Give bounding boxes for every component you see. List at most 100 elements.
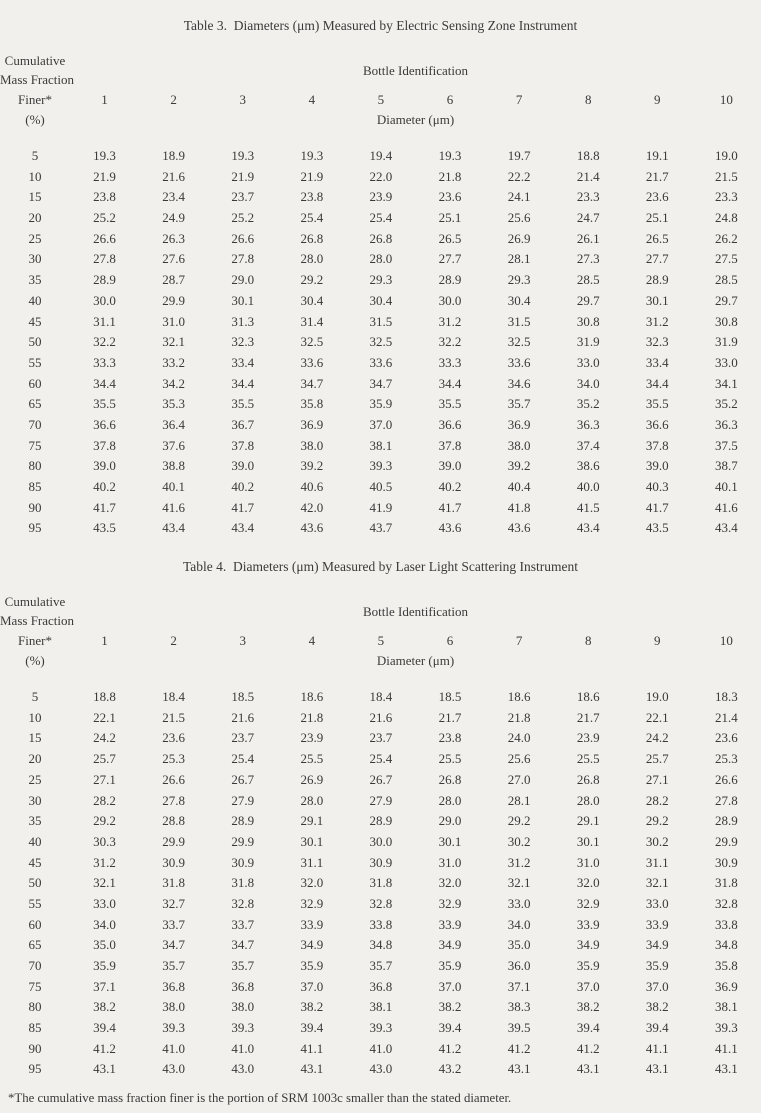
diameter-value: 18.9 (162, 148, 186, 163)
table-row: 65 35.0 34.7 34.7 34.9 34.8 34.9 35.0 34.9 34.9 34… (0, 935, 761, 956)
diameter-value: 31.4 (300, 313, 324, 329)
diameter-value: 29.3 (507, 272, 531, 288)
table-row: 55 33.0 32.7 32.8 32.9 32.8 32.9 33.0 32.9 33.0 32… (0, 894, 761, 915)
table4-section: Table 4. Diameters (μm) Measured by Lase… (0, 539, 761, 1080)
diameter-value: 28.9 (93, 272, 116, 288)
diameter-value: 28.2 (93, 792, 116, 808)
footnote: *The cumulative mass fraction finer is t… (8, 1091, 512, 1106)
diameter-value: 26.6 (162, 771, 186, 787)
diameter-value: 26.3 (162, 230, 186, 246)
diameter-value: 40.1 (162, 479, 186, 494)
mass-fraction-pct: 15 (28, 730, 42, 746)
diameter-value: 27.1 (93, 771, 116, 787)
diameter-value: 25.7 (93, 751, 116, 767)
diameter-value: 37.8 (93, 437, 116, 453)
diameter-value: 19.7 (507, 148, 531, 163)
diameter-value: 43.1 (93, 1061, 116, 1077)
table-row: 15 24.2 23.6 23.7 23.9 23.7 23.8 24.0 23.9 24.2 23… (0, 728, 761, 749)
bottle-col-10: 10 (719, 92, 733, 107)
diameter-value: 27.0 (507, 771, 531, 787)
bottle-col-7: 7 (515, 633, 523, 649)
diameter-value: 35.9 (369, 396, 393, 412)
diameter-value: 21.7 (438, 709, 462, 725)
diameter-value: 28.5 (576, 272, 600, 288)
diameter-value: 31.2 (645, 313, 669, 329)
diameter-value: 33.0 (645, 895, 669, 911)
diameter-value: 30.9 (715, 854, 738, 870)
mass-fraction-pct: 95 (28, 1061, 42, 1077)
diameter-value: 38.2 (93, 999, 116, 1015)
diameter-value: 40.2 (231, 479, 255, 494)
diameter-value: 30.8 (576, 313, 600, 329)
diameter-value: 23.8 (438, 730, 462, 746)
diameter-value: 21.7 (645, 168, 669, 184)
diameter-value: 27.8 (231, 251, 255, 267)
diameter-value: 38.3 (507, 999, 531, 1015)
diameter-value: 29.0 (438, 813, 462, 829)
diameter-value: 40.4 (507, 479, 531, 494)
diameter-value: 29.3 (369, 272, 393, 288)
mass-fraction-pct: 80 (28, 458, 42, 474)
diameter-value: 25.5 (300, 751, 324, 767)
diameter-value: 22.1 (645, 709, 669, 725)
diameter-value: 37.0 (369, 416, 393, 432)
diameter-value: 43.6 (438, 520, 462, 536)
diameter-value: 23.6 (438, 189, 462, 205)
bottle-col-5: 5 (377, 92, 385, 107)
diameter-value: 25.2 (231, 210, 255, 226)
diameter-value: 32.5 (300, 334, 324, 350)
table-row: 80 38.2 38.0 38.0 38.2 38.1 38.2 38.3 38.2 38.2 38… (0, 997, 761, 1018)
diameter-value: 35.9 (438, 958, 462, 973)
diameter-value: 25.2 (93, 210, 116, 226)
bottle-col-8: 8 (584, 92, 592, 107)
bottle-col-3: 3 (239, 633, 246, 649)
diameter-value: 33.0 (507, 895, 531, 911)
diameter-value: 26.6 (715, 771, 738, 787)
diameter-value: 39.0 (93, 458, 116, 474)
diameter-value: 33.6 (300, 354, 324, 370)
table-row: 35 29.2 28.8 28.9 29.1 28.9 29.0 29.2 29.1 29.2 28… (0, 811, 761, 832)
diameter-value: 43.0 (369, 1061, 393, 1077)
diameter-value: 30.2 (645, 833, 669, 849)
diameter-value: 34.8 (715, 937, 738, 953)
diameter-value: 34.7 (162, 937, 186, 953)
diameter-value: 34.6 (507, 375, 531, 391)
diameter-value: 30.9 (369, 854, 393, 870)
row-header-line-1: Cumulative (4, 53, 66, 68)
diameter-value: 39.4 (576, 1020, 600, 1036)
diameter-value: 41.1 (300, 1040, 324, 1056)
diameter-value: 29.2 (645, 813, 669, 829)
diameter-value: 18.6 (507, 689, 531, 705)
mass-fraction-pct: 40 (28, 292, 42, 308)
diameter-value: 38.2 (300, 999, 324, 1015)
diameter-value: 18.5 (231, 689, 255, 705)
row-header-line-3: Finer* (18, 92, 52, 107)
diameter-value: 31.5 (507, 313, 531, 329)
diameter-value: 27.8 (162, 792, 186, 808)
diameter-value: 23.3 (715, 189, 738, 205)
diameter-value: 41.0 (231, 1040, 255, 1056)
diameter-value: 43.1 (715, 1061, 738, 1077)
diameter-value: 32.5 (507, 334, 531, 350)
diameter-value: 32.3 (231, 334, 255, 350)
diameter-value: 30.4 (507, 292, 531, 308)
diameter-value: 39.3 (369, 1020, 393, 1036)
diameter-value: 41.7 (645, 499, 669, 515)
diameter-value: 27.9 (369, 792, 393, 808)
diameter-value: 40.1 (715, 479, 738, 494)
diameter-value: 34.2 (162, 375, 186, 391)
diameter-value: 28.9 (438, 272, 462, 288)
diameter-value: 34.4 (438, 375, 462, 391)
diameter-value: 32.2 (93, 334, 116, 350)
diameter-value: 18.8 (576, 148, 600, 163)
bottle-col-7: 7 (515, 92, 523, 107)
diameter-value: 29.1 (300, 813, 324, 829)
diameter-value: 28.9 (645, 272, 669, 288)
mass-fraction-pct: 25 (28, 230, 42, 246)
diameter-value: 28.0 (300, 251, 324, 267)
diameter-value: 28.1 (507, 251, 531, 267)
diameter-value: 31.8 (162, 875, 186, 891)
diameter-value: 26.1 (576, 230, 600, 246)
diameter-value: 27.1 (645, 771, 669, 787)
